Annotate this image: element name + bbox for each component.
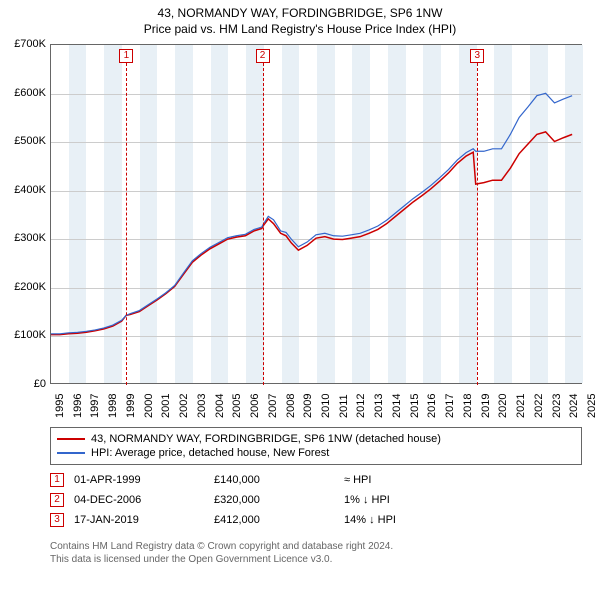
footer-line: Contains HM Land Registry data © Crown c… <box>50 540 582 553</box>
series-line-hpi <box>51 93 572 333</box>
x-axis-tick-label: 2010 <box>320 394 332 418</box>
y-axis-tick-label: £400K <box>2 184 46 196</box>
x-axis-tick-label: 1995 <box>54 394 66 418</box>
x-axis-tick-label: 2005 <box>231 394 243 418</box>
transaction-date: 04-DEC-2006 <box>74 494 204 506</box>
x-axis-tick-label: 2021 <box>515 394 527 418</box>
x-axis-tick-label: 2023 <box>551 394 563 418</box>
x-axis-tick-label: 2024 <box>568 394 580 418</box>
legend-swatch <box>57 438 85 440</box>
transaction-hpi-relation: ≈ HPI <box>344 474 582 486</box>
series-line-property <box>51 132 572 335</box>
table-row: 3 17-JAN-2019 £412,000 14% ↓ HPI <box>50 510 582 530</box>
legend-item: 43, NORMANDY WAY, FORDINGBRIDGE, SP6 1NW… <box>57 432 575 446</box>
y-axis-tick-label: £700K <box>2 38 46 50</box>
chart-marker: 3 <box>470 49 484 63</box>
x-axis-tick-label: 2018 <box>462 394 474 418</box>
x-axis-tick-label: 2001 <box>160 394 172 418</box>
y-axis-tick-label: £200K <box>2 281 46 293</box>
chart-svg <box>51 45 581 383</box>
legend: 43, NORMANDY WAY, FORDINGBRIDGE, SP6 1NW… <box>50 427 582 465</box>
title-address: 43, NORMANDY WAY, FORDINGBRIDGE, SP6 1NW <box>0 6 600 20</box>
transaction-marker: 1 <box>50 473 64 487</box>
x-axis-tick-label: 2003 <box>196 394 208 418</box>
title-area: 43, NORMANDY WAY, FORDINGBRIDGE, SP6 1NW… <box>0 0 600 36</box>
x-axis-tick-label: 2020 <box>497 394 509 418</box>
x-axis-tick-label: 2007 <box>267 394 279 418</box>
x-axis-tick-label: 2012 <box>355 394 367 418</box>
chart-marker: 1 <box>119 49 133 63</box>
x-axis-tick-label: 2022 <box>533 394 545 418</box>
x-axis-tick-label: 2015 <box>409 394 421 418</box>
table-row: 2 04-DEC-2006 £320,000 1% ↓ HPI <box>50 490 582 510</box>
chart-marker: 2 <box>256 49 270 63</box>
y-axis-tick-label: £600K <box>2 87 46 99</box>
x-axis-tick-label: 1998 <box>107 394 119 418</box>
x-axis-tick-label: 2017 <box>444 394 456 418</box>
x-axis-tick-label: 2019 <box>480 394 492 418</box>
x-axis-tick-label: 2013 <box>373 394 385 418</box>
transaction-date: 01-APR-1999 <box>74 474 204 486</box>
x-axis-tick-label: 2006 <box>249 394 261 418</box>
x-axis-tick-label: 1997 <box>89 394 101 418</box>
x-axis-tick-label: 2016 <box>426 394 438 418</box>
x-axis-tick-label: 2002 <box>178 394 190 418</box>
transaction-price: £140,000 <box>214 474 334 486</box>
x-axis-tick-label: 2000 <box>143 394 155 418</box>
x-axis-tick-label: 2008 <box>285 394 297 418</box>
transactions-table: 1 01-APR-1999 £140,000 ≈ HPI 2 04-DEC-20… <box>50 470 582 530</box>
transaction-hpi-relation: 14% ↓ HPI <box>344 514 582 526</box>
x-axis-tick-label: 2011 <box>338 394 350 418</box>
legend-label: HPI: Average price, detached house, New … <box>91 446 329 460</box>
legend-item: HPI: Average price, detached house, New … <box>57 446 575 460</box>
x-axis-tick-label: 1996 <box>72 394 84 418</box>
y-axis-tick-label: £0 <box>2 378 46 390</box>
transaction-price: £320,000 <box>214 494 334 506</box>
chart-plot-area: 1 2 3 <box>50 44 582 384</box>
title-subtitle: Price paid vs. HM Land Registry's House … <box>0 22 600 36</box>
transaction-date: 17-JAN-2019 <box>74 514 204 526</box>
y-axis-tick-label: £300K <box>2 232 46 244</box>
transaction-marker: 2 <box>50 493 64 507</box>
x-axis-tick-label: 2009 <box>302 394 314 418</box>
x-axis-tick-label: 1999 <box>125 394 137 418</box>
footer-attribution: Contains HM Land Registry data © Crown c… <box>50 540 582 566</box>
transaction-price: £412,000 <box>214 514 334 526</box>
table-row: 1 01-APR-1999 £140,000 ≈ HPI <box>50 470 582 490</box>
legend-label: 43, NORMANDY WAY, FORDINGBRIDGE, SP6 1NW… <box>91 432 441 446</box>
y-axis-tick-label: £500K <box>2 135 46 147</box>
legend-swatch <box>57 452 85 454</box>
chart-container: 43, NORMANDY WAY, FORDINGBRIDGE, SP6 1NW… <box>0 0 600 590</box>
transaction-marker: 3 <box>50 513 64 527</box>
y-axis-tick-label: £100K <box>2 329 46 341</box>
transaction-hpi-relation: 1% ↓ HPI <box>344 494 582 506</box>
x-axis-tick-label: 2014 <box>391 394 403 418</box>
footer-line: This data is licensed under the Open Gov… <box>50 553 582 566</box>
x-axis-tick-label: 2025 <box>586 394 598 418</box>
x-axis-tick-label: 2004 <box>214 394 226 418</box>
